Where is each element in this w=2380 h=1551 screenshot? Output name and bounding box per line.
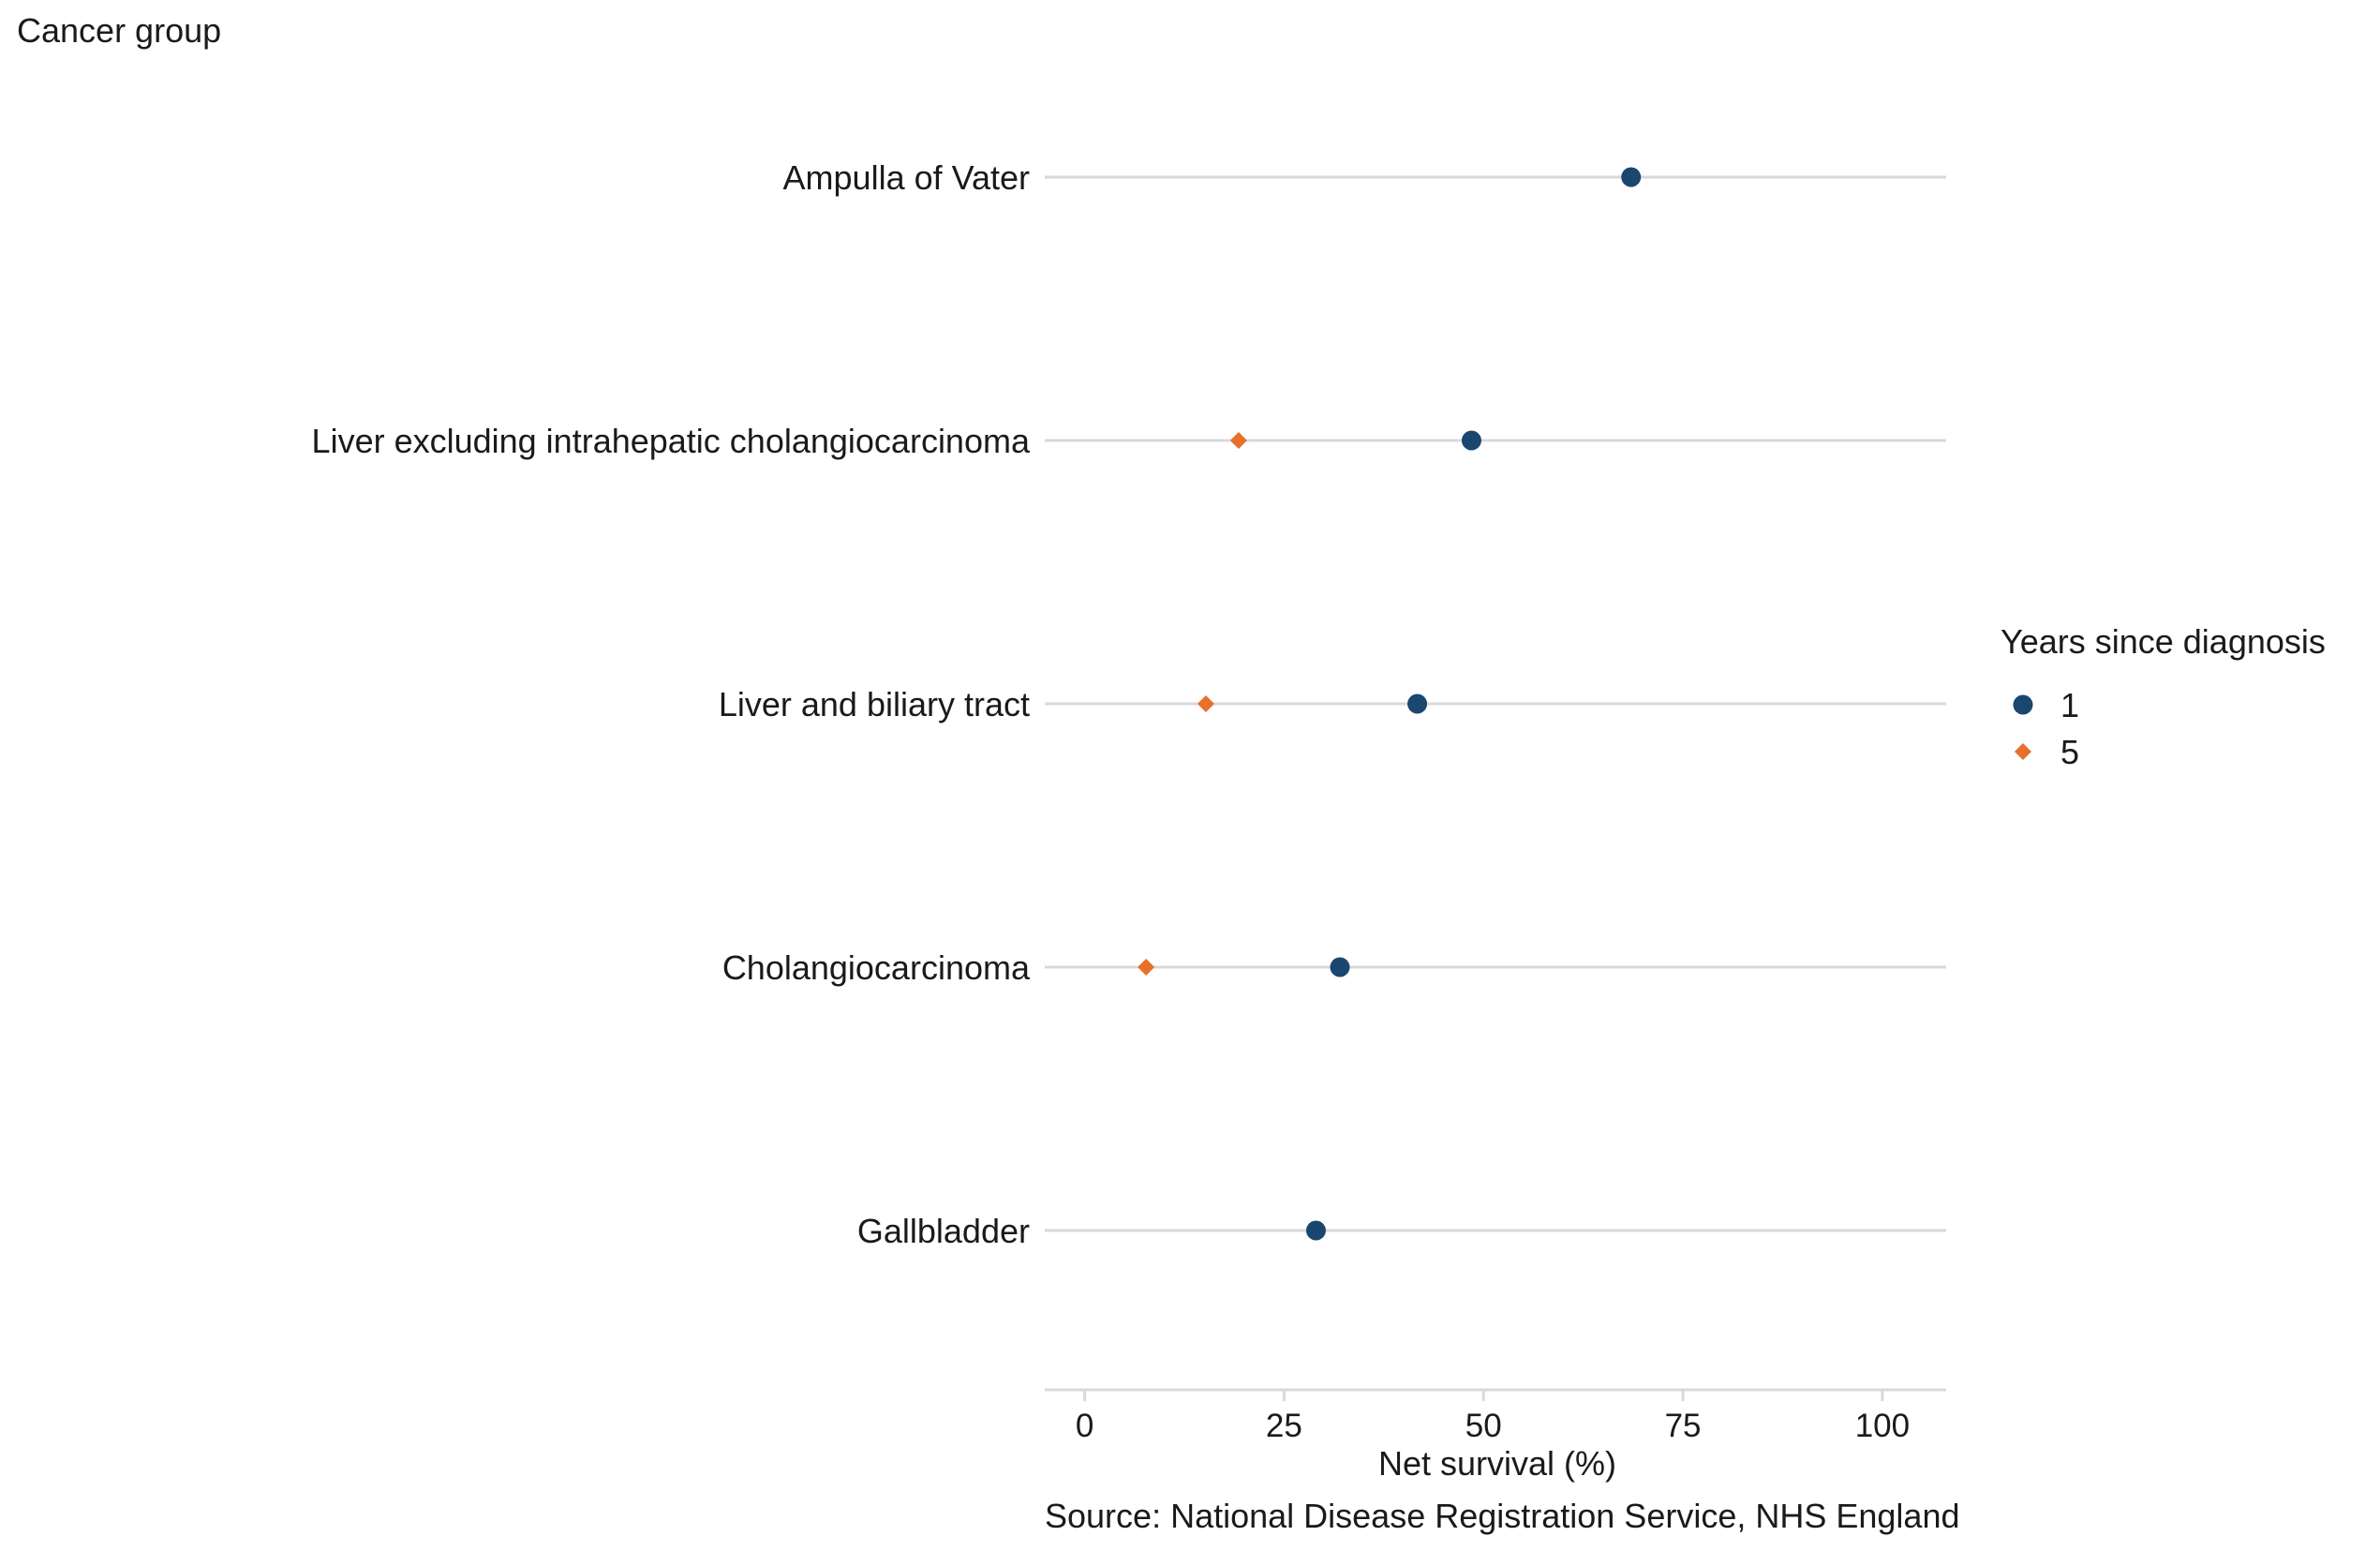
point-5yr-cholangiocarcinoma [1138, 959, 1155, 976]
source-caption: Source: National Disease Registration Se… [1045, 1497, 1959, 1535]
point-1yr-liver-excluding-intrahepatic-cholangiocarcinoma [1461, 430, 1481, 451]
x-axis-title: Net survival (%) [1378, 1444, 1616, 1483]
x-tick-label-75: 75 [1665, 1408, 1702, 1444]
legend-label-5: 5 [2060, 733, 2079, 771]
x-tick-label-0: 0 [1076, 1408, 1093, 1444]
x-tick-label-100: 100 [1855, 1408, 1910, 1444]
legend: Years since diagnosis 1 5 [2001, 622, 2326, 771]
point-5yr-liver-excluding-intrahepatic-cholangiocarcinoma [1229, 432, 1247, 449]
category-labels: Ampulla of Vater Liver excluding intrahep… [312, 158, 1031, 1250]
legend-label-1: 1 [2060, 686, 2079, 724]
point-1yr-liver-and-biliary-tract [1407, 693, 1428, 714]
x-tick-label-25: 25 [1266, 1408, 1302, 1444]
category-label-cholangiocarcinoma: Cholangiocarcinoma [722, 948, 1031, 987]
category-label-gallbladder: Gallbladder [857, 1212, 1030, 1250]
point-1yr-gallbladder [1305, 1220, 1326, 1241]
point-1yr-ampulla-of-vater [1621, 167, 1642, 187]
grid-layer [1045, 175, 1946, 1232]
point-5yr-liver-and-biliary-tract [1197, 695, 1214, 712]
category-label-ampulla-of-vater: Ampulla of Vater [783, 158, 1030, 197]
y-axis-title: Cancer group [17, 11, 221, 50]
x-axis: 0 25 50 75 100 [1045, 1388, 1946, 1444]
point-1yr-cholangiocarcinoma [1330, 957, 1350, 977]
legend-title: Years since diagnosis [2001, 622, 2326, 661]
category-label-liver-excluding-intrahepatic-cholangiocarcinoma: Liver excluding intrahepatic cholangioca… [312, 422, 1031, 460]
x-tick-label-50: 50 [1465, 1408, 1502, 1444]
category-label-liver-and-biliary-tract: Liver and biliary tract [719, 685, 1030, 723]
data-points [1138, 167, 1642, 1241]
legend-key-1 [2013, 694, 2033, 715]
legend-key-5 [2015, 743, 2031, 760]
